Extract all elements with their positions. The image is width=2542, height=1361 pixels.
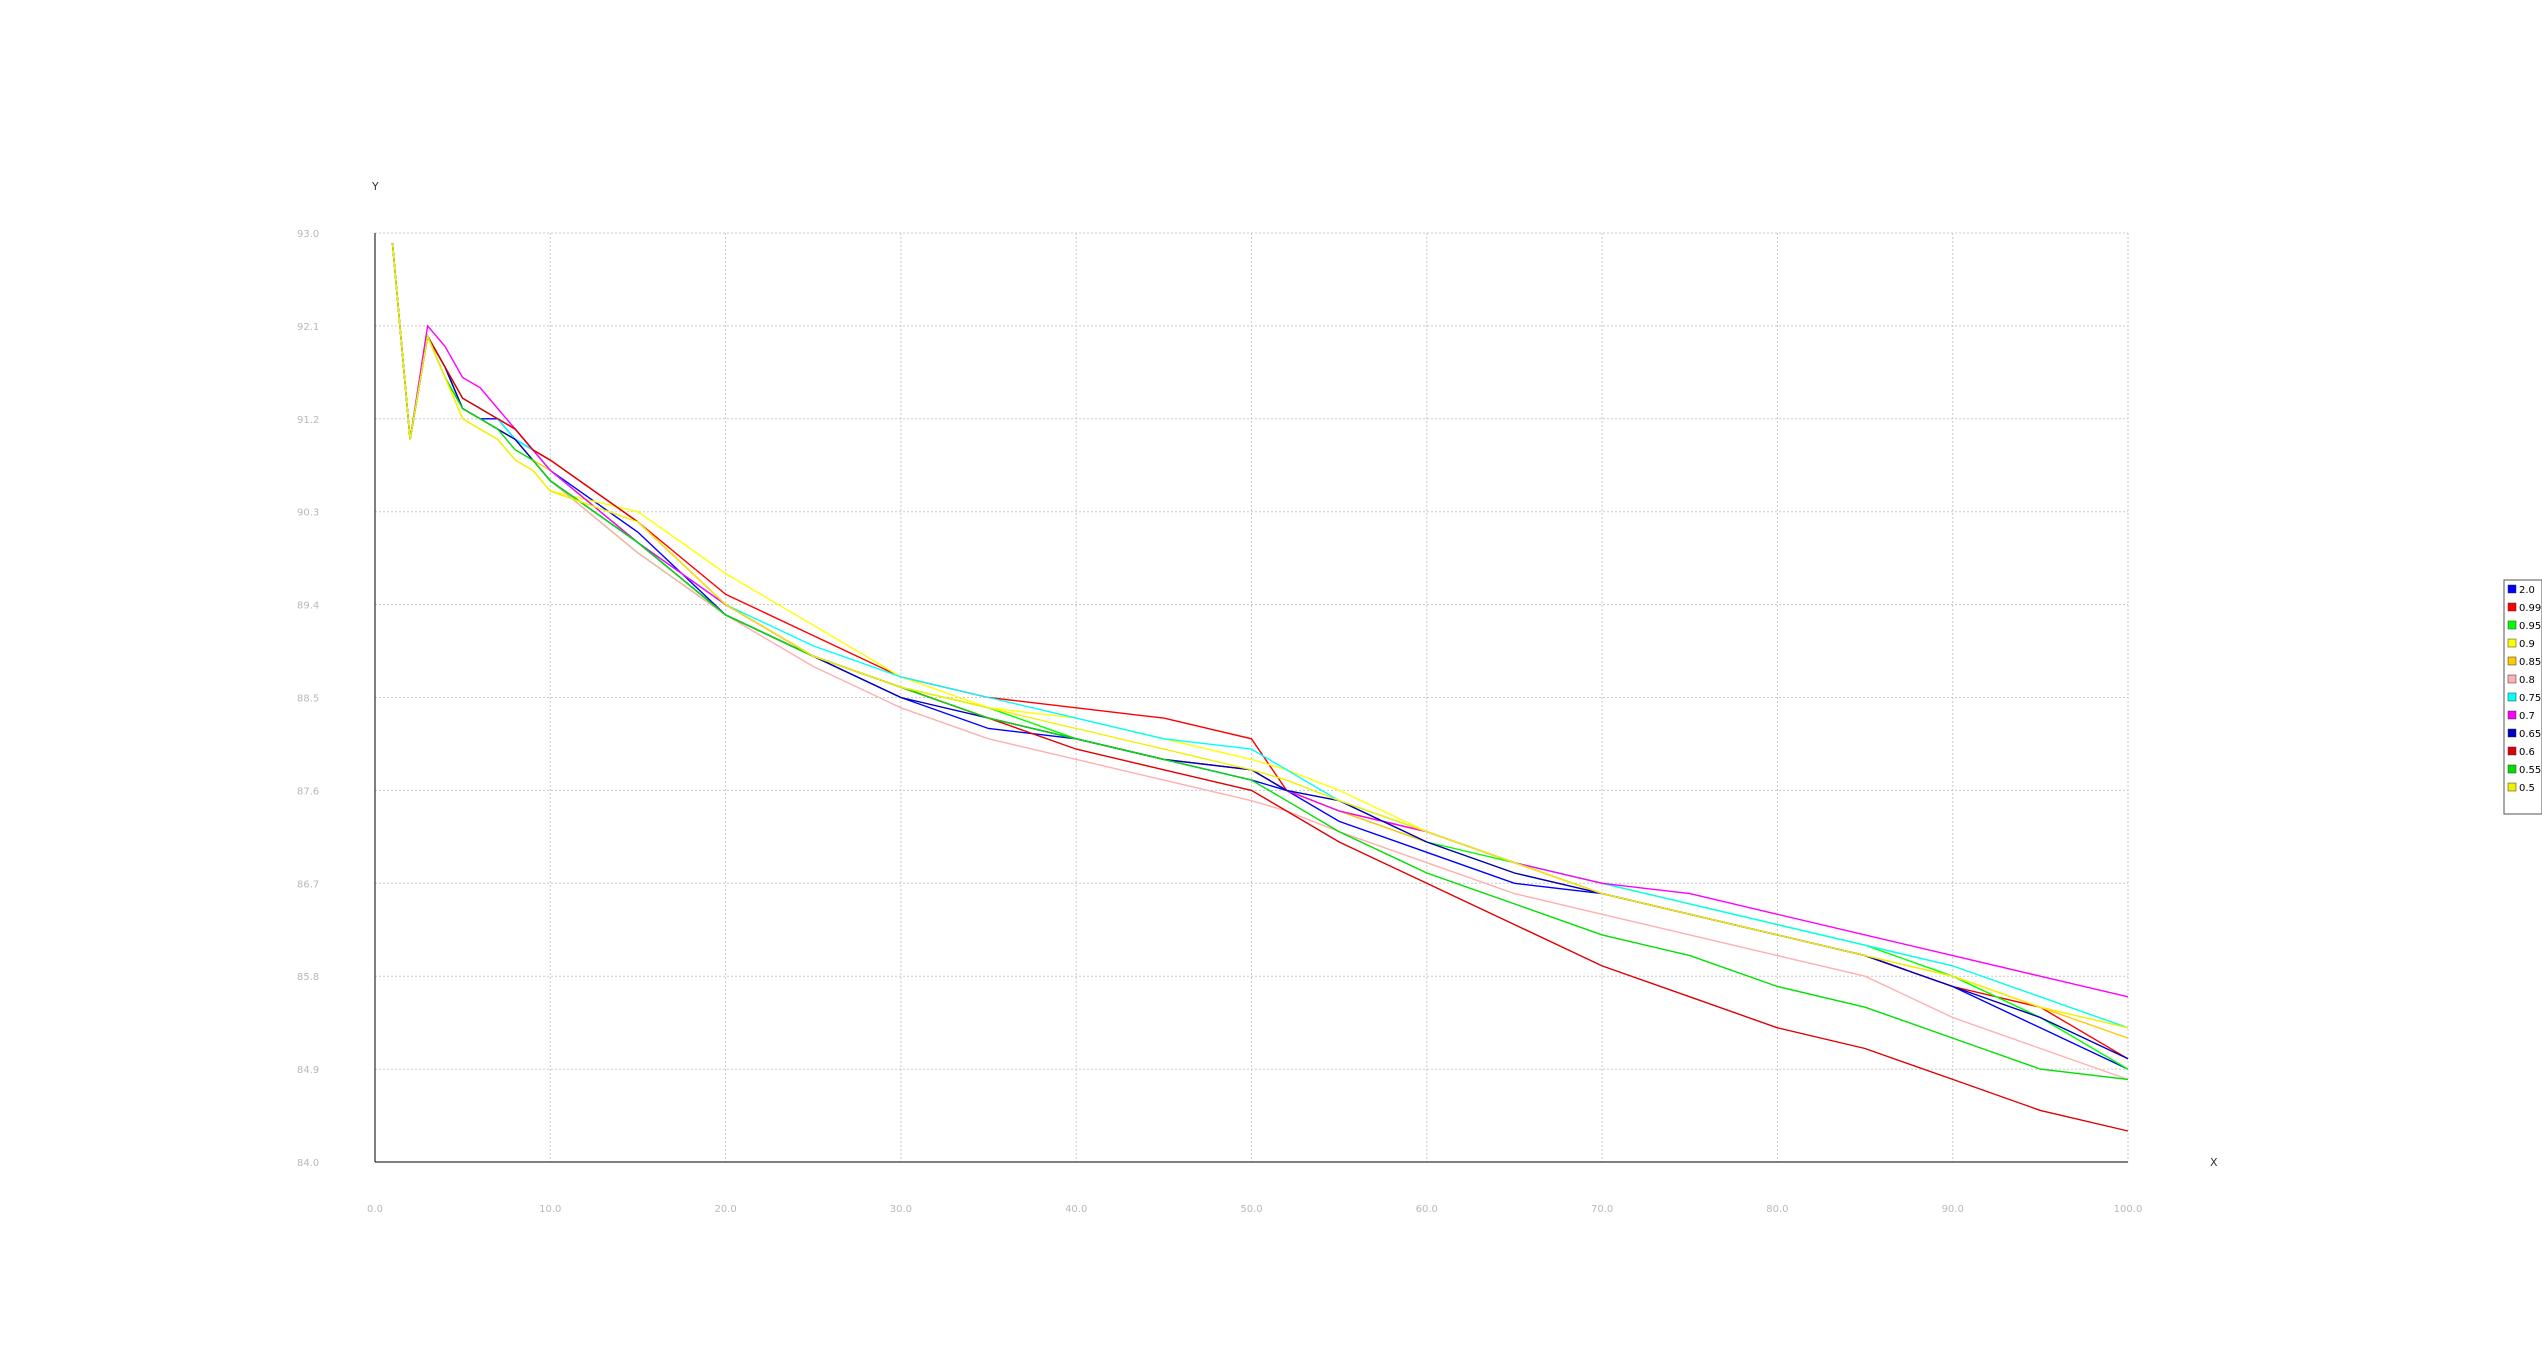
legend-swatch [2507,656,2517,666]
series-line-0.65 [391,243,2129,1060]
x-tick-label: 30.0 [890,1204,912,1215]
y-tick-label: 84.9 [297,1065,319,1076]
series-line-0.75 [391,243,2129,1029]
x-axis-label: X [2210,1156,2218,1169]
x-tick-label: 0.0 [367,1204,383,1215]
legend-label: 0.85 [2519,657,2541,668]
x-tick-label: 70.0 [1591,1204,1613,1215]
y-tick-label: 88.5 [297,694,319,705]
series-line-0.55 [391,243,2129,1081]
x-tick-label: 100.0 [2114,1204,2143,1215]
y-tick-label: 93.0 [297,229,319,240]
legend-swatch [2507,584,2517,594]
y-tick-label: 86.7 [297,879,319,890]
legend: 2.0 0.99 0.95 0.9 0.85 0.8 0.75 0.7 0.65 0.6 0.55 0… [2503,579,2542,815]
legend-label: 2.0 [2519,585,2535,596]
y-axis-ticks: 93.0 92.1 91.2 90.3 89.4 88.5 87.6 86.7 85.8 84.9… [297,229,319,1169]
series-line-0.85 [391,243,2129,1039]
series-line-0.5 [391,243,2129,1029]
legend-label: 0.8 [2519,675,2535,686]
y-tick-label: 90.3 [297,508,319,519]
y-tick-label: 92.1 [297,322,319,333]
legend-swatch [2507,692,2517,702]
legend-swatch [2507,638,2517,648]
x-tick-label: 80.0 [1766,1204,1788,1215]
x-tick-label: 90.0 [1942,1204,1964,1215]
y-tick-label: 84.0 [297,1158,319,1169]
legend-swatch [2507,764,2517,774]
legend-swatch [2507,710,2517,720]
series-line-0.8 [391,243,2129,1081]
x-tick-label: 60.0 [1416,1204,1438,1215]
legend-label: 0.55 [2519,765,2541,776]
legend-swatch [2507,728,2517,738]
grid-lines [374,232,2129,1163]
x-tick-label: 40.0 [1065,1204,1087,1215]
legend-label: 0.75 [2519,693,2541,704]
legend-swatch [2507,674,2517,684]
legend-swatch [2507,602,2517,612]
legend-label: 0.95 [2519,621,2541,632]
legend-label: 0.65 [2519,729,2541,740]
series-line-0.99 [391,243,2129,1060]
series-line-0.6 [391,243,2129,1132]
x-axis-ticks: 0.0 10.0 20.0 30.0 40.0 50.0 60.0 70.0 80.0 90.0 1… [367,1204,2142,1215]
y-axis-label: Y [371,180,379,193]
series-lines [391,243,2129,1132]
legend-label: 0.6 [2519,747,2535,758]
legend-label: 0.9 [2519,639,2535,650]
y-tick-label: 91.2 [297,415,319,426]
x-tick-label: 10.0 [539,1204,561,1215]
series-line-0.9 [391,243,2129,1029]
x-tick-label: 50.0 [1240,1204,1262,1215]
x-tick-label: 20.0 [714,1204,736,1215]
legend-label: 0.7 [2519,711,2535,722]
legend-swatch [2507,782,2517,792]
y-tick-label: 85.8 [297,972,319,983]
y-tick-label: 87.6 [297,786,319,797]
legend-label: 0.99 [2519,603,2541,614]
legend-swatch [2507,746,2517,756]
legend-swatch [2507,620,2517,630]
legend-label: 0.5 [2519,783,2535,794]
y-tick-label: 89.4 [297,601,319,612]
